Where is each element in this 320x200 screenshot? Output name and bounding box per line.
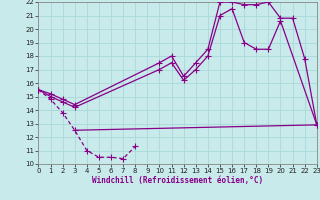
X-axis label: Windchill (Refroidissement éolien,°C): Windchill (Refroidissement éolien,°C) bbox=[92, 176, 263, 185]
